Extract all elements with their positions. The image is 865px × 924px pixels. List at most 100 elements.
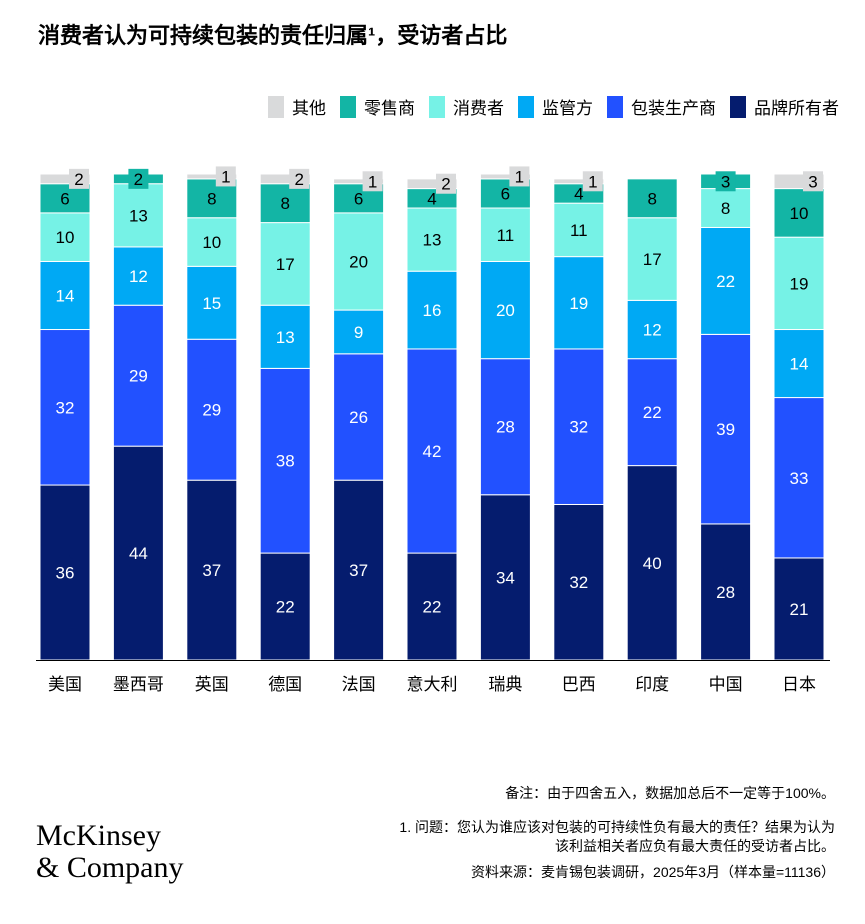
data-label: 11 — [497, 226, 515, 245]
data-label: 32 — [569, 573, 588, 592]
category-label: 中国 — [709, 675, 743, 694]
data-label: 2 — [294, 170, 303, 189]
data-label: 22 — [716, 272, 735, 291]
data-label: 13 — [423, 231, 442, 250]
data-label: 40 — [643, 554, 662, 573]
data-label: 8 — [280, 194, 289, 213]
legend-label: 品牌所有者 — [754, 99, 839, 118]
data-label: 13 — [129, 206, 148, 225]
bar-segment — [773, 397, 825, 559]
data-label-box — [289, 168, 310, 189]
legend-swatch — [730, 95, 746, 118]
bar-segment — [112, 445, 164, 661]
bar-segment — [626, 178, 678, 219]
data-label: 34 — [496, 568, 515, 587]
legend-label: 监管方 — [542, 99, 593, 118]
bar-segment — [553, 256, 605, 350]
data-label: 42 — [423, 442, 442, 461]
data-label: 38 — [276, 452, 295, 471]
bar-segment — [406, 270, 458, 350]
bar-segment — [259, 183, 311, 224]
data-label: 1 — [515, 167, 524, 186]
bar-segment — [700, 188, 752, 228]
bar-segment — [773, 188, 825, 238]
data-label: 37 — [349, 561, 368, 580]
data-label-box — [715, 171, 736, 192]
bar-segment — [479, 173, 531, 180]
legend-swatch — [429, 95, 445, 118]
data-label: 4 — [574, 184, 583, 203]
rounding-note: 备注：由于四舍五入，数据加总后不一定等于100%。 — [505, 785, 835, 801]
bar-segment — [773, 329, 825, 399]
bar-segment — [700, 523, 752, 661]
bar-segment — [112, 246, 164, 306]
category-label: 意大利 — [407, 675, 458, 694]
data-label: 3 — [808, 172, 817, 191]
bar-segment — [259, 173, 311, 185]
bar-segment — [112, 183, 164, 248]
data-label: 17 — [643, 250, 662, 269]
bar-segment — [259, 367, 311, 554]
bar-segment — [626, 299, 678, 360]
data-label: 20 — [496, 301, 515, 320]
data-label: 19 — [569, 294, 588, 313]
legend-swatch — [607, 95, 623, 118]
bar-segment — [333, 212, 385, 311]
data-label: 8 — [207, 189, 216, 208]
data-label: 2 — [441, 175, 450, 194]
category-label: 印度 — [635, 675, 669, 694]
data-label-box — [215, 166, 236, 187]
data-label-box — [362, 171, 383, 192]
data-label-box — [582, 171, 603, 192]
legend-label: 消费者 — [453, 99, 504, 118]
legend-swatch — [518, 95, 534, 118]
data-label: 10 — [202, 233, 221, 252]
bar-segment — [773, 236, 825, 331]
data-label: 14 — [56, 287, 75, 306]
category-label: 美国 — [48, 675, 82, 694]
data-label: 10 — [790, 204, 809, 223]
data-label: 1 — [221, 167, 230, 186]
chart-title: 消费者认为可持续包装的责任归属¹，受访者占比 — [38, 23, 508, 48]
bar-segment — [479, 358, 531, 496]
bar-segment — [39, 173, 91, 185]
data-label: 2 — [134, 170, 143, 189]
data-label: 44 — [129, 544, 148, 563]
bar-segment — [700, 333, 752, 525]
data-label: 1 — [588, 172, 597, 191]
legend-item: 监管方 — [518, 94, 593, 119]
bar-segment — [479, 494, 531, 661]
bar-segment — [553, 178, 605, 185]
bar-segment — [553, 503, 605, 661]
data-label: 19 — [790, 274, 809, 293]
data-label-box — [436, 173, 456, 194]
data-label: 32 — [56, 398, 75, 417]
legend-item: 包装生产商 — [607, 94, 716, 119]
data-label: 28 — [716, 583, 735, 602]
data-label: 6 — [354, 189, 363, 208]
data-label: 6 — [60, 189, 69, 208]
footnote-1-line-2: 该利益相关者应负有最大责任的受访者占比。 — [555, 838, 835, 854]
data-label: 20 — [349, 252, 368, 271]
bar-segment — [186, 479, 238, 661]
source-note: 资料来源：麦肯锡包装调研，2025年3月（样本量=11136） — [471, 864, 835, 880]
bar-segment — [700, 226, 752, 335]
data-label: 12 — [643, 321, 662, 340]
bar-segment — [406, 207, 458, 272]
data-label: 28 — [496, 418, 515, 437]
data-label: 22 — [276, 598, 295, 617]
legend-item: 消费者 — [429, 94, 504, 119]
legend-label: 包装生产商 — [631, 99, 716, 118]
data-label: 9 — [354, 323, 363, 342]
bar-segment — [333, 353, 385, 481]
data-label-box — [128, 168, 149, 189]
category-label: 日本 — [782, 675, 816, 694]
bar-segment — [553, 202, 605, 258]
data-label: 8 — [647, 189, 656, 208]
data-label: 33 — [790, 469, 809, 488]
data-label: 32 — [569, 418, 588, 437]
data-label: 29 — [202, 401, 221, 420]
bar-segment — [259, 304, 311, 369]
data-label-box — [69, 168, 89, 189]
